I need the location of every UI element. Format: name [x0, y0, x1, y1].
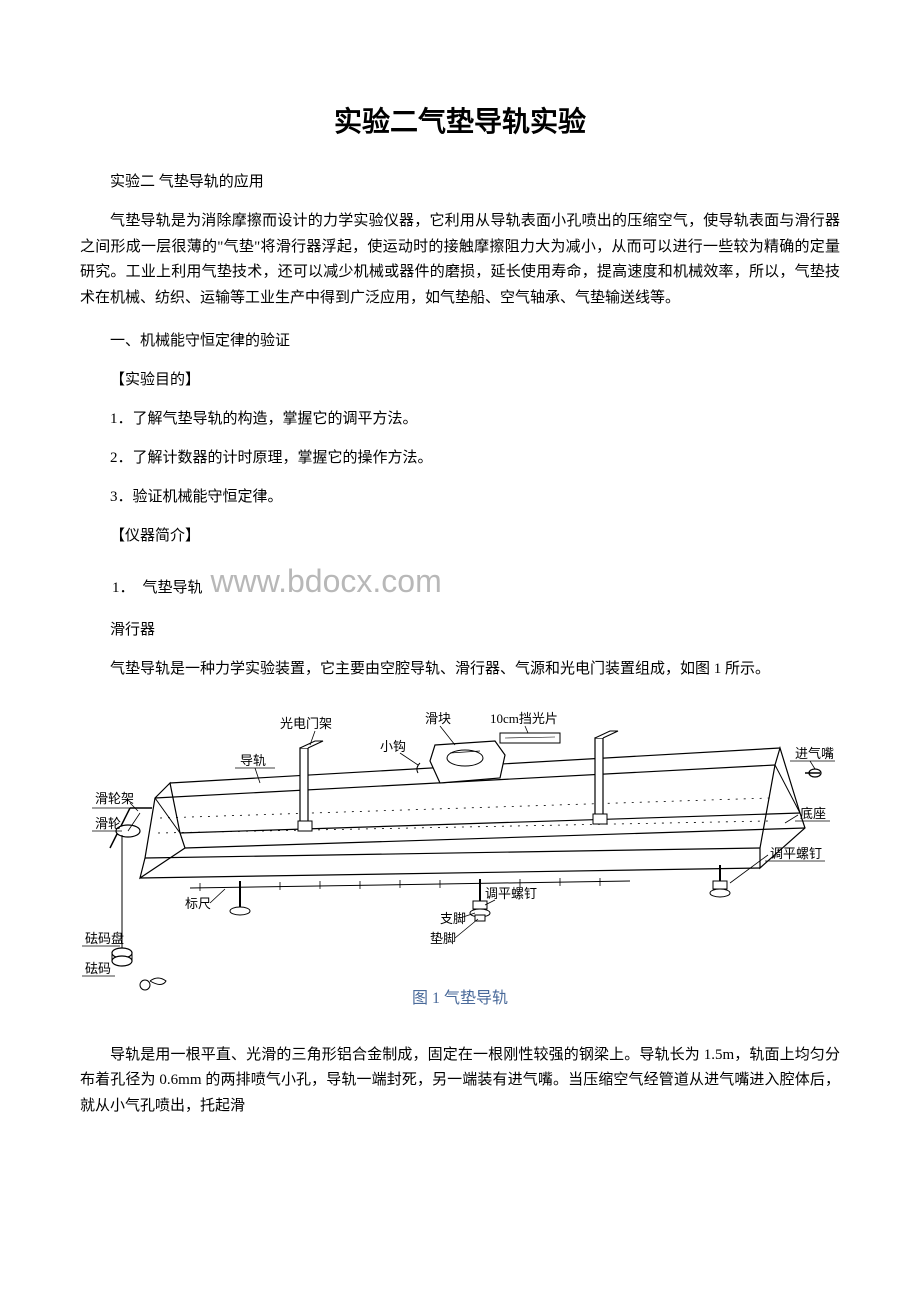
support-leg-left: [230, 881, 250, 915]
photogate-1: [298, 741, 323, 831]
objective-3: 3．验证机械能守恒定律。: [80, 485, 840, 506]
watermark-text: www.bdocx.com: [211, 563, 442, 600]
label-leveling-right: 调平螺钉: [770, 846, 822, 861]
sub-item-1: 1． 气垫导轨 www.bdocx.com: [80, 563, 840, 600]
paragraph-2: 气垫导轨是一种力学实验装置，它主要由空腔导轨、滑行器、气源和光电门装置组成，如图…: [80, 657, 840, 683]
figure-1-caption: 图 1 气垫导轨: [412, 984, 508, 1008]
label-weight-tray: 砝码盘: [85, 931, 124, 946]
section-1-heading: 一、机械能守恒定律的验证: [80, 329, 840, 350]
sub-item-1-prefix: 1．: [112, 576, 135, 597]
label-air-inlet: 进气嘴: [795, 746, 834, 761]
slider-shape: [430, 741, 505, 783]
label-pad: 垫脚: [430, 931, 456, 946]
label-light-blocker: 10cm挡光片: [490, 711, 558, 726]
label-leveling-center: 调平螺钉: [485, 886, 537, 901]
plain-item-1: 滑行器: [80, 618, 840, 639]
air-track-diagram: 滑轮架 滑轮 光电门架 导轨 滑块 小钩 10cm挡光片 进气嘴 底座 调平螺钉: [80, 703, 840, 1013]
label-photogate: 光电门架: [280, 716, 332, 731]
intro-paragraph: 气垫导轨是为消除摩擦而设计的力学实验仪器，它利用从导轨表面小孔喷出的压缩空气，使…: [80, 209, 840, 311]
label-ruler: 标尺: [185, 896, 211, 911]
figure-1: 滑轮架 滑轮 光电门架 导轨 滑块 小钩 10cm挡光片 进气嘴 底座 调平螺钉: [80, 703, 840, 1013]
document-title: 实验二气垫导轨实验: [80, 100, 840, 140]
objective-label: 【实验目的】: [80, 368, 840, 389]
photogate-2: [593, 731, 618, 824]
label-rail: 导轨: [240, 753, 266, 768]
label-support: 支脚: [440, 911, 466, 926]
support-leg-right: [710, 865, 730, 897]
instrument-label: 【仪器简介】: [80, 524, 840, 545]
label-slider: 滑块: [425, 711, 451, 726]
document-subtitle: 实验二 气垫导轨的应用: [80, 170, 840, 191]
objective-1: 1．了解气垫导轨的构造，掌握它的调平方法。: [80, 407, 840, 428]
label-hook: 小钩: [380, 739, 406, 754]
label-weight: 砝码: [85, 961, 111, 976]
label-pulley-frame: 滑轮架: [95, 791, 134, 806]
objective-2: 2．了解计数器的计时原理，掌握它的操作方法。: [80, 446, 840, 467]
sub-item-1-text: 气垫导轨: [143, 576, 203, 597]
label-base: 底座: [800, 806, 826, 821]
label-pulley: 滑轮: [95, 816, 121, 831]
paragraph-3: 导轨是用一根平直、光滑的三角形铝合金制成，固定在一根刚性较强的钢梁上。导轨长为 …: [80, 1043, 840, 1120]
